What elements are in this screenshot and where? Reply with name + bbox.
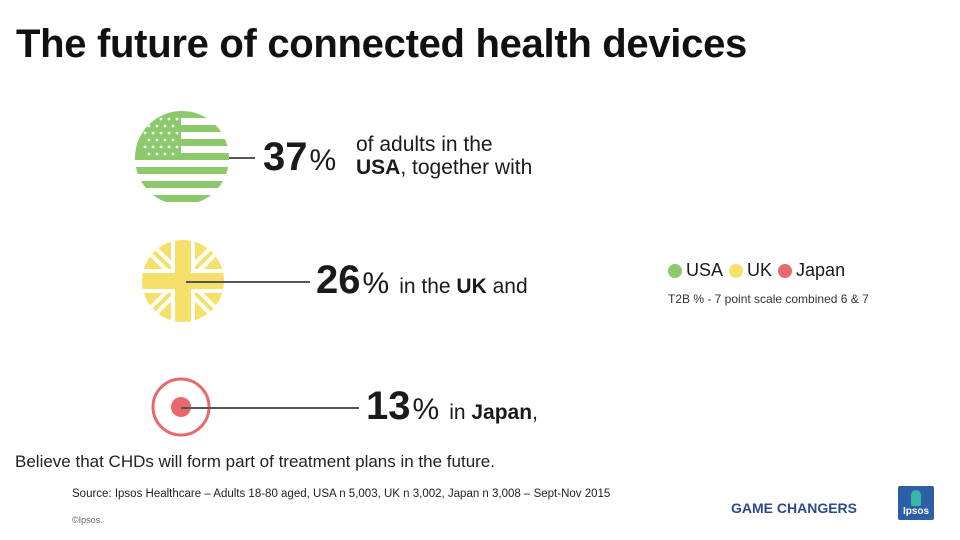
uk-description-head: in the <box>399 275 457 298</box>
uk-description: in the UK and <box>399 275 527 299</box>
ipsos-logo: Ipsos <box>898 486 934 520</box>
uk-description-tail: and <box>486 275 528 298</box>
usa-percent-symbol: % <box>309 144 337 177</box>
legend: USA UK Japan <box>668 260 851 281</box>
usa-flag-icon <box>135 111 229 205</box>
japan-dot-icon <box>778 263 793 278</box>
usa-description-tail: , together with <box>400 156 533 179</box>
usa-country-label: USA <box>356 156 401 179</box>
uk-percent: 26 <box>316 258 361 302</box>
japan-description-head: in <box>449 401 472 424</box>
game-changers-tagline: GAME CHANGERS <box>731 500 858 516</box>
legend-item-japan: Japan <box>778 260 845 281</box>
usa-connector-line <box>229 157 255 159</box>
uk-percent-symbol: % <box>362 267 390 300</box>
legend-label-uk: UK <box>747 260 773 280</box>
uk-connector-line <box>186 281 310 283</box>
source-note: Source: Ipsos Healthcare – Adults 18-80 … <box>72 488 611 500</box>
uk-country-label: UK <box>456 275 487 298</box>
uk-stat: 26 % in the UK and <box>316 258 528 303</box>
japan-country-label: Japan <box>471 401 533 424</box>
japan-percent: 13 <box>366 384 411 428</box>
japan-description: in Japan, <box>449 401 538 425</box>
believe-statement: Believe that CHDs will form part of trea… <box>15 452 495 471</box>
legend-note: T2B % - 7 point scale combined 6 & 7 <box>668 292 869 306</box>
usa-description: of adults in the USA, together with <box>356 133 532 179</box>
usa-percent: 37 <box>263 135 308 179</box>
japan-description-tail: , <box>532 401 538 424</box>
japan-connector-line <box>181 407 359 409</box>
usa-dot-icon <box>668 263 682 278</box>
japan-percent-symbol: % <box>412 393 440 426</box>
legend-item-usa: USA <box>668 260 723 281</box>
legend-item-uk: UK <box>729 260 772 281</box>
uk-dot-icon <box>729 263 744 278</box>
usa-stat: 37 % <box>263 135 336 180</box>
page-title: The future of connected health devices <box>16 22 747 66</box>
ipsos-logo-text: Ipsos <box>902 506 930 517</box>
legend-label-usa: USA <box>686 260 724 280</box>
legend-label-japan: Japan <box>796 260 846 280</box>
usa-description-line1: of adults in the <box>356 133 493 156</box>
copyright: ©Ipsos. <box>72 515 103 525</box>
japan-stat: 13 % in Japan, <box>366 384 538 429</box>
ipsos-logo-mark-icon <box>911 490 921 506</box>
